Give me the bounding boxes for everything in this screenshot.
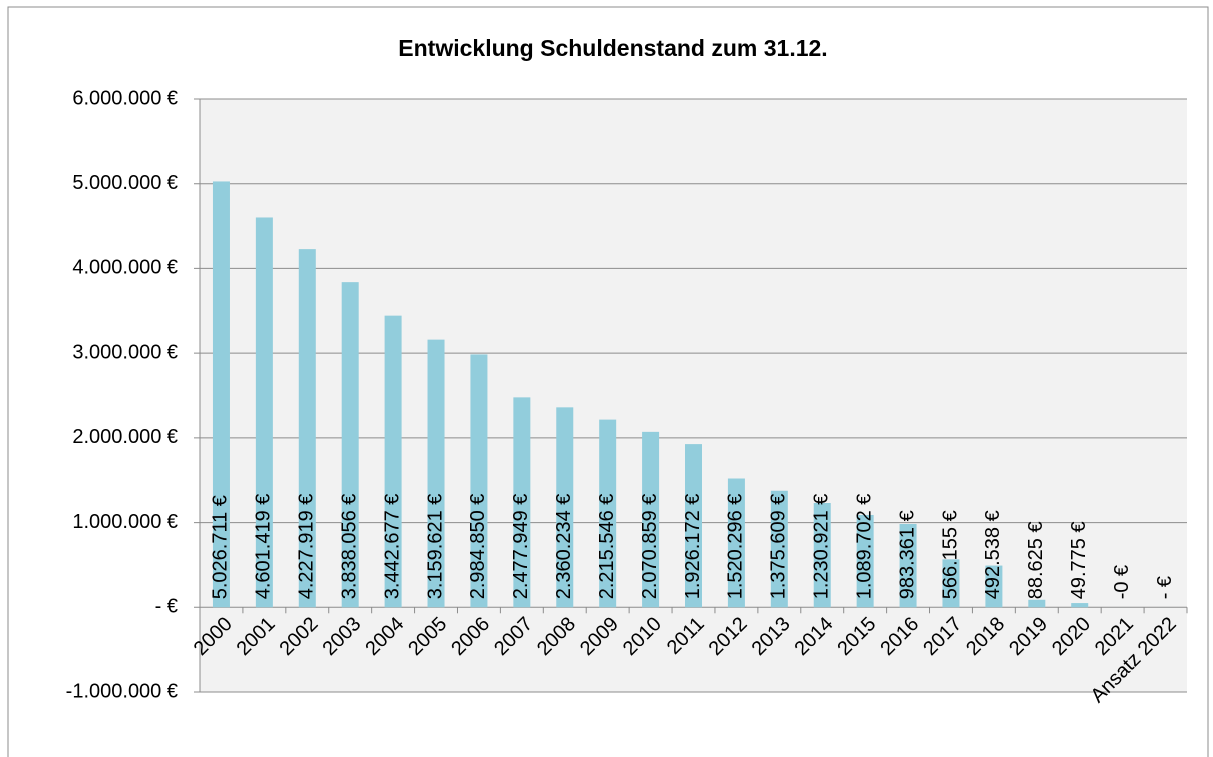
data-label: 566.155 €: [939, 510, 961, 599]
data-label: 2.215.546 €: [596, 494, 618, 600]
bar: [899, 523, 917, 608]
y-tick-label: 6.000.000 €: [72, 87, 178, 109]
data-label: 88.625 €: [1025, 521, 1047, 599]
bar: [727, 478, 745, 608]
data-label: - €: [1154, 576, 1176, 599]
y-tick-label: 3.000.000 €: [72, 341, 178, 363]
bar: [813, 503, 831, 608]
bar: [985, 565, 1003, 608]
bar: [255, 217, 273, 608]
data-label: 1.375.609 €: [768, 494, 790, 600]
data-label: 2.360.234 €: [553, 494, 575, 600]
bar: [427, 339, 445, 608]
bar: [642, 431, 660, 608]
bar: [685, 444, 702, 608]
bar: [1071, 603, 1089, 608]
bar: [556, 407, 574, 608]
data-label: 5.026.711 €: [210, 495, 232, 599]
bar: [384, 315, 402, 608]
bar: [470, 354, 488, 608]
y-tick-label: 1.000.000 €: [72, 511, 178, 533]
y-tick-label: 5.000.000 €: [72, 172, 178, 194]
data-label: 2.984.850 €: [467, 494, 489, 600]
y-tick-label: - €: [155, 596, 178, 618]
bar: [341, 282, 359, 608]
chart-title: Entwicklung Schuldenstand zum 31.12.: [398, 35, 827, 61]
data-label: 492.538 €: [982, 510, 1004, 599]
data-label: 1.230.921 €: [811, 494, 833, 600]
bar: [942, 559, 960, 608]
data-label: 1.926.172 €: [682, 494, 704, 600]
bar: [599, 419, 617, 608]
y-tick-label: 4.000.000 €: [72, 257, 178, 279]
bar: [212, 181, 230, 608]
data-label: 983.361 €: [896, 510, 918, 599]
y-tick-label: -1.000.000 €: [66, 680, 178, 702]
data-label: 3.159.621 €: [424, 494, 446, 600]
data-label: 49.775 €: [1068, 521, 1090, 599]
data-label: 1.089.702 €: [853, 494, 875, 600]
data-label: 2.070.859 €: [639, 494, 661, 600]
data-label: -0 €: [1111, 565, 1133, 599]
bar: [1028, 599, 1046, 608]
y-tick-label: 2.000.000 €: [72, 426, 178, 448]
data-label: 1.520.296 €: [725, 494, 747, 600]
data-label: 3.442.677 €: [381, 494, 403, 600]
bar: [298, 249, 316, 608]
data-label: 4.601.419 €: [253, 494, 275, 600]
data-label: 4.227.919 €: [296, 494, 318, 600]
bar: [513, 397, 531, 608]
data-label: 3.838.056 €: [338, 494, 360, 600]
bar: [856, 514, 874, 608]
bar: [770, 490, 788, 608]
data-label: 2.477.949 €: [510, 494, 532, 600]
